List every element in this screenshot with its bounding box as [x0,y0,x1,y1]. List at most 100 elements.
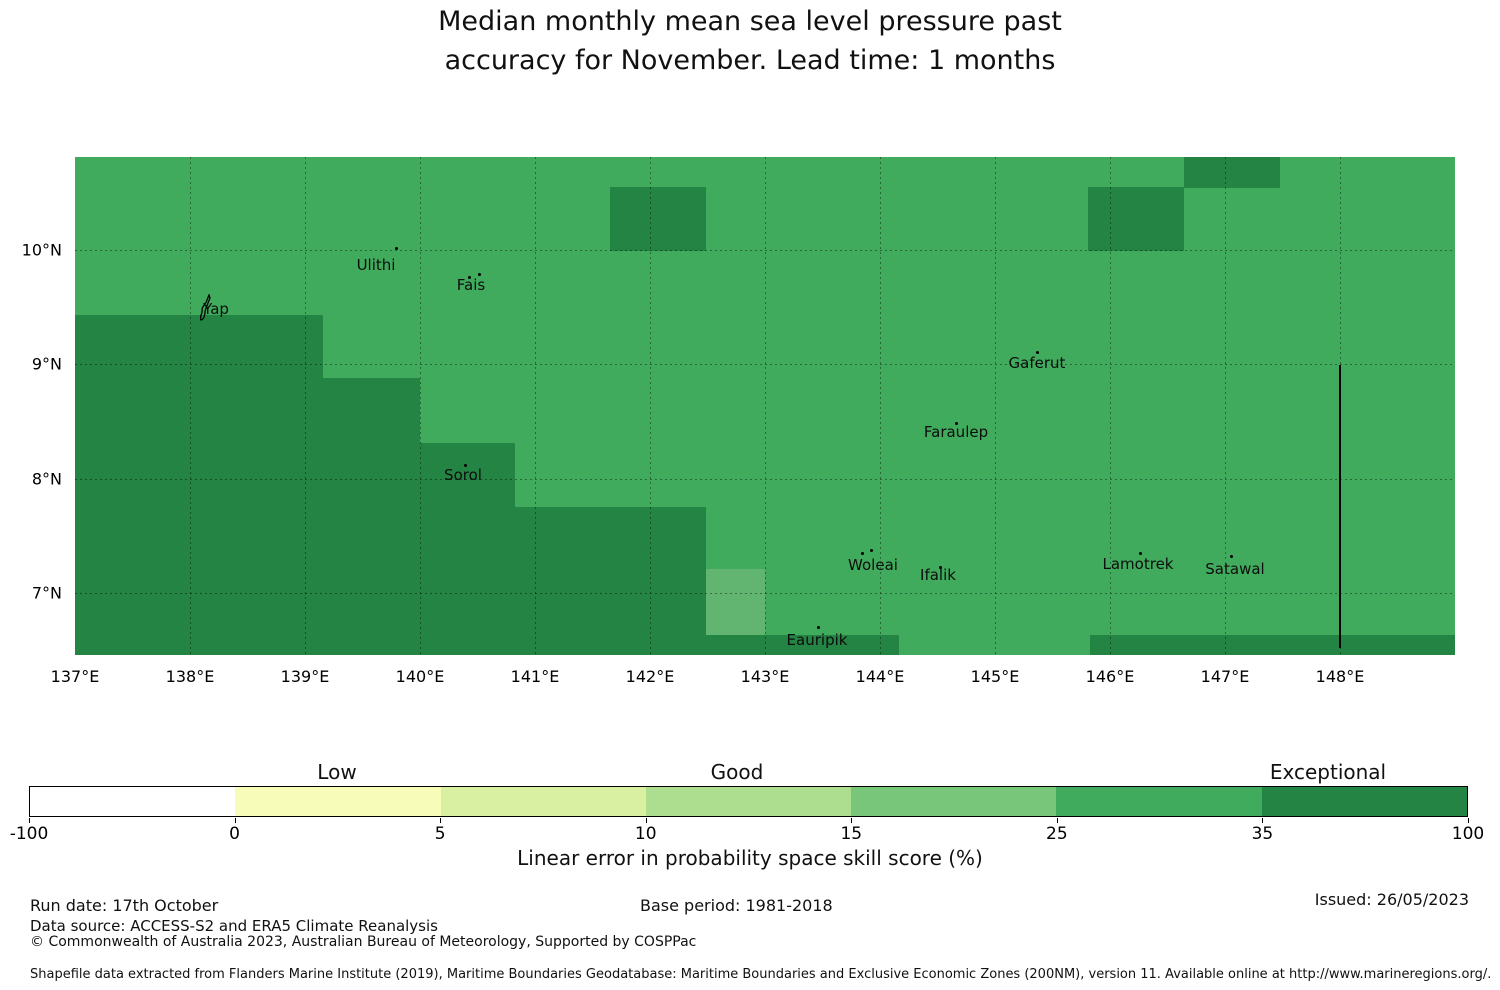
island-label-yap: Yap [203,300,229,318]
shapefile-attribution-text: Shapefile data extracted from Flanders M… [30,967,1492,982]
island-marker-dot [939,566,942,569]
yap-island-outline-icon [197,293,213,322]
skill-cell-band-35-100 [75,443,515,507]
colorbar-tick [29,818,30,823]
y-tick-label: 10°N [21,240,62,260]
skill-cell-band-35-100 [1184,157,1280,188]
x-tick-label: 144°E [855,667,905,686]
figure-title-line2: accuracy for November. Lead time: 1 mont… [444,45,1056,76]
island-marker-dot [395,247,398,250]
colorbar-tick-label: 25 [1046,824,1068,844]
island-marker-dot [464,464,467,467]
colorbar-tick-label: 15 [840,824,863,844]
island-marker-dot [870,549,873,552]
x-tick-label: 143°E [740,667,790,686]
skill-cell-band-35-100 [75,315,323,378]
colorbar-tick [851,818,853,823]
island-label-satawal: Satawal [1205,560,1265,578]
x-tick-label: 147°E [1200,667,1250,686]
colorbar-tick-label: 0 [229,824,240,844]
gridline-vertical [420,157,421,655]
gridline-horizontal [75,593,1455,594]
x-tick-label: 142°E [625,667,675,686]
island-label-gaferut: Gaferut [1008,354,1066,372]
issued-text: Issued: 26/05/2023 [1314,890,1469,909]
gridline-vertical [535,157,536,655]
map-plot: Yap Ulithi Fais Sorol Gaferut Faraulep Woleai I… [75,157,1455,655]
x-tick-label: 137°E [50,667,100,686]
colorbar-caption: Linear error in probability space skill … [517,846,983,870]
island-marker-dot [478,273,481,276]
colorbar-segment-3 [645,787,852,816]
gridline-vertical [880,157,881,655]
island-marker-dot [1230,555,1233,558]
x-tick-label: 138°E [165,667,215,686]
colorbar-segment-2 [440,787,646,816]
x-tick-label: 145°E [970,667,1020,686]
x-tick-label: 141°E [510,667,560,686]
colorbar-tick [1056,818,1058,823]
island-marker-dot [468,276,471,279]
eez-boundary-line [1339,365,1341,648]
colorbar-tick-label: 10 [634,824,657,844]
gridline-horizontal [75,250,1455,251]
island-label-sorol: Sorol [444,466,482,484]
gridline-vertical [305,157,306,655]
skill-cell-band-35-100 [75,635,899,655]
skill-cell-band-35-100 [1088,187,1184,251]
colorbar-tick-label: 100 [1451,824,1485,844]
colorbar-segment-1 [235,787,441,816]
island-label-fais: Fais [456,276,486,294]
gridline-vertical [1225,157,1226,655]
island-marker-dot [1036,351,1039,354]
x-tick-label: 146°E [1085,667,1135,686]
colorbar-tick [234,818,236,823]
colorbar-tick-label: 5 [434,824,446,844]
copyright-text: © Commonwealth of Australia 2023, Austra… [30,934,697,950]
gridline-vertical [190,157,191,655]
colorbar-tick [645,818,647,823]
island-marker-dot [1139,552,1142,555]
island-label-ulithi: Ulithi [356,256,396,274]
skill-cell-band-35-100 [1090,635,1455,655]
base-period-text: Base period: 1981-2018 [640,896,833,915]
island-marker-dot [861,552,864,555]
figure-title-line1: Median monthly mean sea level pressure p… [438,6,1062,37]
y-tick-label: 8°N [31,469,62,489]
skill-cell-band-35-100 [75,507,706,635]
colorbar-tick-label: -100 [9,824,49,844]
figure-title: Median monthly mean sea level pressure p… [0,2,1500,80]
skill-cell-band-35-100 [75,378,420,443]
x-tick-label: 148°E [1315,667,1365,686]
x-tick-label: 140°E [395,667,445,686]
island-label-ifalik: Ifalik [920,566,956,584]
colorbar-qualitative-label: Exceptional [1269,760,1387,784]
gridline-vertical [765,157,766,655]
colorbar-tick-label: 35 [1251,824,1274,844]
gridline-vertical [995,157,996,655]
colorbar-segment-0 [30,787,236,816]
colorbar-tick [1262,818,1264,823]
y-tick-label: 7°N [31,583,62,603]
colorbar-qualitative-label: Good [710,760,764,784]
skill-cell-band-15-25 [706,569,765,635]
island-marker-dot [955,422,958,425]
x-tick-label: 139°E [280,667,330,686]
colorbar-segment-5 [1056,787,1262,816]
gridline-horizontal [75,364,1455,365]
gridline-vertical [1110,157,1111,655]
colorbar-tick [1468,818,1469,823]
colorbar-segment-6 [1261,787,1467,816]
gridline-horizontal [75,479,1455,480]
colorbar-qualitative-label: Low [317,760,357,784]
skill-cell-band-35-100 [610,187,706,251]
run-date-text: Run date: 17th October [30,896,219,915]
island-label-faraulep: Faraulep [923,423,989,441]
colorbar-bar [29,786,1468,817]
island-label-woleai: Woleai [848,556,898,574]
colorbar-tick [440,818,442,823]
y-tick-label: 9°N [31,354,62,374]
gridline-vertical [650,157,651,655]
island-label-eauripik: Eauripik [786,631,848,649]
